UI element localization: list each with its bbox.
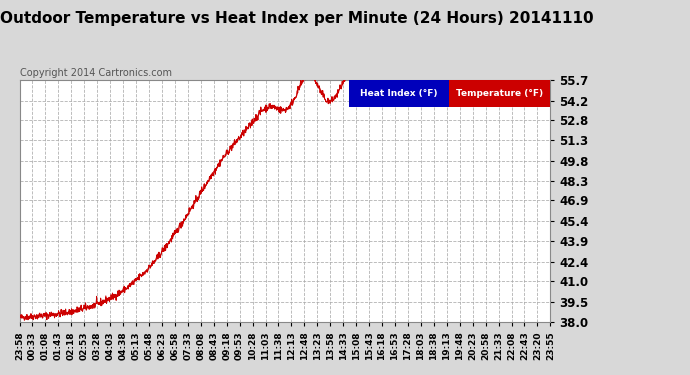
Text: Copyright 2014 Cartronics.com: Copyright 2014 Cartronics.com: [19, 68, 172, 78]
Text: Outdoor Temperature vs Heat Index per Minute (24 Hours) 20141110: Outdoor Temperature vs Heat Index per Mi…: [0, 11, 593, 26]
Text: Temperature (°F): Temperature (°F): [456, 89, 544, 98]
Text: Heat Index (°F): Heat Index (°F): [360, 89, 438, 98]
Bar: [348, 80, 449, 106]
Bar: [449, 80, 551, 106]
